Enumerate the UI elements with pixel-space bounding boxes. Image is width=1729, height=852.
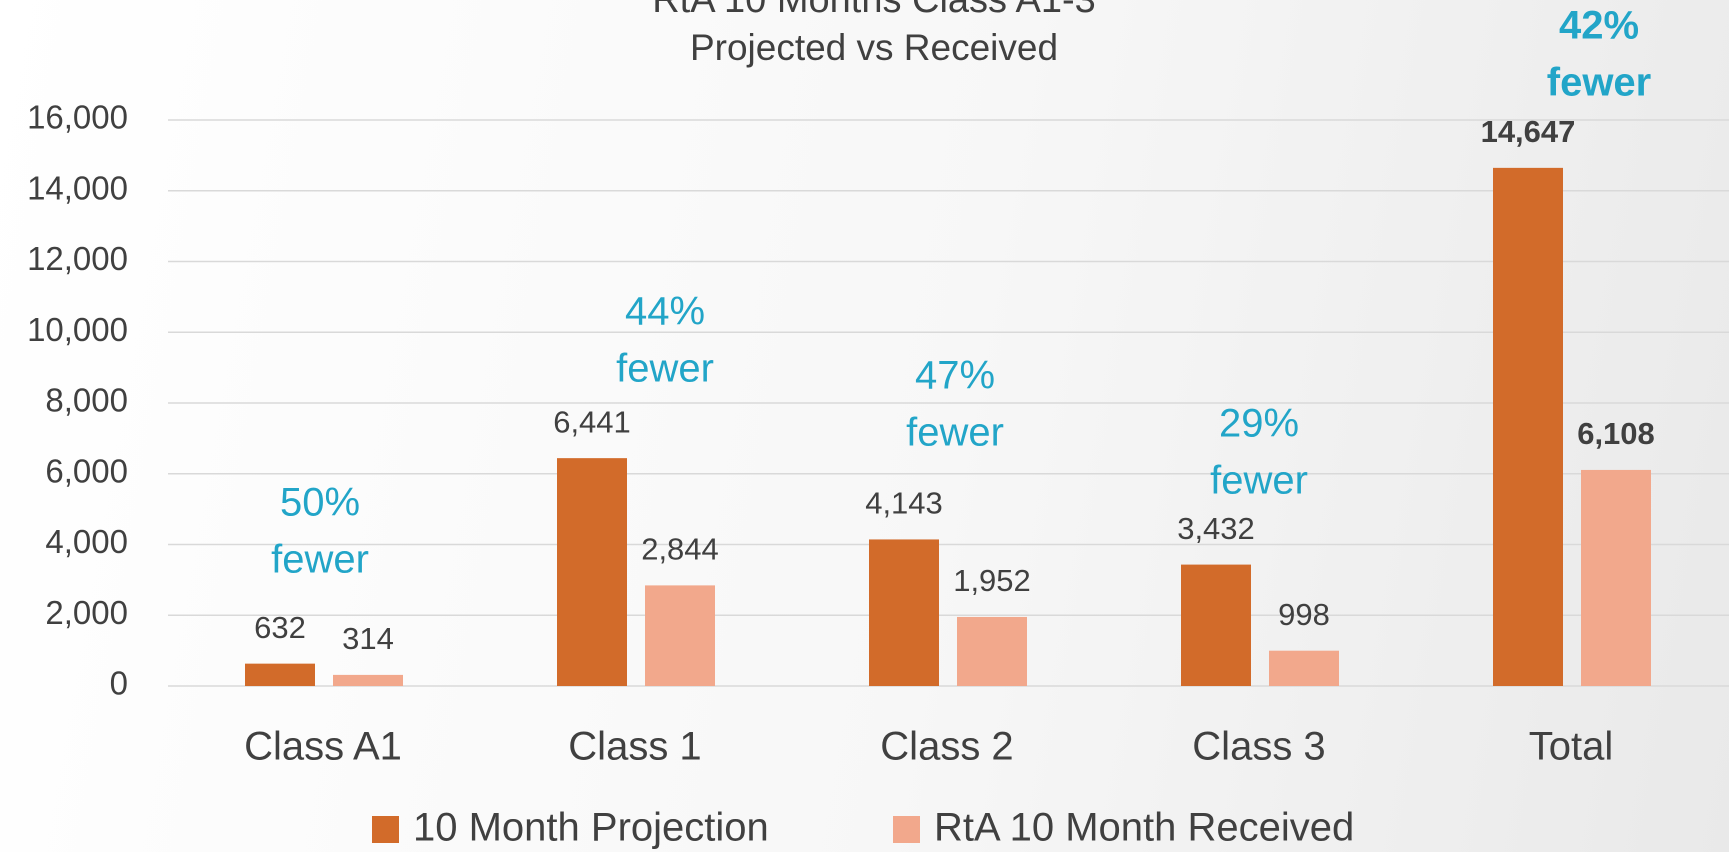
bar bbox=[245, 663, 315, 686]
bar bbox=[957, 616, 1027, 686]
value-label: 4,143 bbox=[865, 486, 943, 521]
value-label: 1,952 bbox=[953, 563, 1031, 598]
bar bbox=[1493, 167, 1563, 687]
value-label: 6,441 bbox=[553, 404, 631, 439]
y-tick-label: 4,000 bbox=[45, 523, 128, 560]
value-label: 14,647 bbox=[1481, 114, 1576, 149]
annotation: 42% bbox=[1559, 4, 1639, 48]
y-tick-label: 0 bbox=[110, 665, 128, 702]
x-tick-label: Class 1 bbox=[568, 725, 701, 769]
value-label: 6,108 bbox=[1577, 416, 1655, 451]
annotation: 29% bbox=[1219, 402, 1299, 446]
annotation: fewer bbox=[1547, 61, 1652, 105]
annotation: 47% bbox=[915, 354, 995, 398]
bar bbox=[557, 458, 627, 686]
bar bbox=[1581, 469, 1651, 686]
chart-title: RtA 10 Months Class A1-3 bbox=[652, 0, 1096, 21]
value-label: 314 bbox=[342, 621, 394, 656]
annotation: fewer bbox=[906, 411, 1004, 455]
x-tick-label: Total bbox=[1529, 725, 1614, 769]
y-tick-label: 8,000 bbox=[45, 382, 128, 419]
y-tick-label: 14,000 bbox=[27, 169, 128, 206]
y-tick-label: 10,000 bbox=[27, 311, 128, 348]
value-label: 3,432 bbox=[1177, 511, 1255, 546]
y-tick-label: 6,000 bbox=[45, 452, 128, 489]
y-tick-label: 16,000 bbox=[27, 99, 128, 136]
annotation: fewer bbox=[1210, 459, 1308, 503]
bar bbox=[869, 539, 939, 686]
bar bbox=[645, 585, 715, 686]
x-tick-label: Class 2 bbox=[880, 725, 1013, 769]
legend-swatch bbox=[372, 816, 399, 843]
y-tick-label: 2,000 bbox=[45, 594, 128, 631]
annotation: 44% bbox=[625, 290, 705, 334]
value-label: 2,844 bbox=[641, 532, 719, 567]
annotation: fewer bbox=[271, 538, 369, 582]
annotation: fewer bbox=[616, 347, 714, 391]
chart-subtitle: Projected vs Received bbox=[690, 27, 1058, 68]
legend-label: 10 Month Projection bbox=[413, 806, 769, 850]
value-label: 998 bbox=[1278, 597, 1330, 632]
x-tick-label: Class 3 bbox=[1192, 725, 1325, 769]
annotation: 50% bbox=[280, 481, 360, 525]
bar bbox=[1269, 650, 1339, 686]
bar bbox=[333, 674, 403, 686]
x-tick-label: Class A1 bbox=[244, 725, 402, 769]
legend-swatch bbox=[893, 816, 920, 843]
legend-label: RtA 10 Month Received bbox=[934, 806, 1354, 850]
y-tick-label: 12,000 bbox=[27, 240, 128, 277]
value-label: 632 bbox=[254, 610, 306, 645]
bar bbox=[1181, 564, 1251, 686]
